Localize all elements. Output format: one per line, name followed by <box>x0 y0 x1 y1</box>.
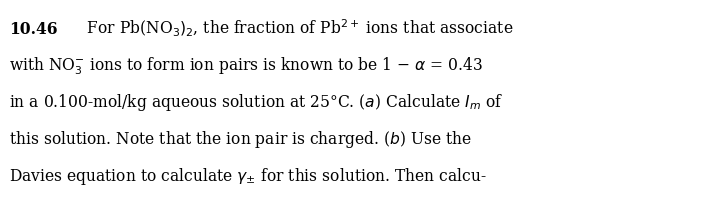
Text: with NO$_{3}^{-}$ ions to form ion pairs is known to be 1 − $\alpha$ = 0.43: with NO$_{3}^{-}$ ions to form ion pairs… <box>9 56 483 77</box>
Text: this solution. Note that the ion pair is charged. ($b$) Use the: this solution. Note that the ion pair is… <box>9 129 472 150</box>
Text: 10.46: 10.46 <box>9 21 57 38</box>
Text: Davies equation to calculate $\gamma_{\pm}$ for this solution. Then calcu-: Davies equation to calculate $\gamma_{\p… <box>9 166 487 187</box>
Text: For Pb(NO$_{3})_{2}$, the fraction of Pb$^{2+}$ ions that associate: For Pb(NO$_{3})_{2}$, the fraction of Pb… <box>72 18 513 39</box>
Text: in a 0.100-mol/kg aqueous solution at 25°C. ($a$) Calculate $I_{m}$ of: in a 0.100-mol/kg aqueous solution at 25… <box>9 93 503 113</box>
